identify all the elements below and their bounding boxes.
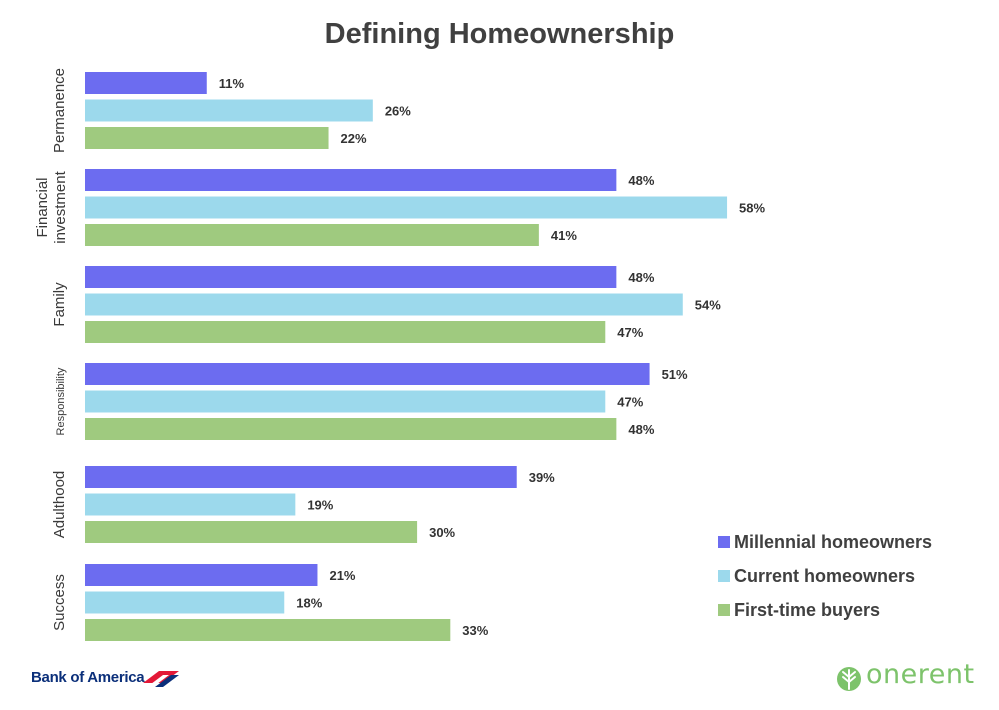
legend: Millennial homeowners Current homeowners F…	[718, 532, 932, 620]
category-label-family: Family	[51, 282, 68, 327]
bar-responsibility-millennial-homeowners	[85, 363, 650, 385]
bar-responsibility-current-homeowners	[85, 390, 606, 413]
legend-label-first-time-buyers: First-time buyers	[734, 600, 880, 620]
onerent-logo-icon	[837, 667, 861, 691]
bar-adulthood-first-time-buyers	[85, 521, 418, 543]
category-label-financial-investment: Financial investment	[34, 170, 69, 243]
category-labels-layer: Permanence Financial investment Family Respo…	[34, 68, 69, 631]
legend-swatch-first-time-buyers	[718, 604, 730, 616]
bar-permanence-first-time-buyers	[85, 127, 329, 149]
bar-family-first-time-buyers	[85, 321, 606, 343]
data-label-permanence-current-homeowners: 26%	[385, 104, 411, 119]
data-label-adulthood-first-time-buyers: 30%	[429, 525, 455, 540]
bank-of-america-logo-icon	[143, 671, 179, 687]
data-label-family-millennial-homeowners: 48%	[628, 270, 654, 285]
category-label-line: Adulthood	[51, 471, 68, 539]
bank-of-america-logo-text: Bank of America	[31, 669, 145, 686]
data-label-responsibility-current-homeowners: 47%	[617, 395, 643, 410]
category-label-line: Responsibility	[55, 367, 67, 435]
legend-label-millennial-homeowners: Millennial homeowners	[734, 532, 932, 552]
legend-swatch-millennial-homeowners	[718, 536, 730, 548]
category-label-adulthood: Adulthood	[51, 471, 68, 539]
category-label-responsibility: Responsibility	[55, 367, 67, 435]
legend-label-current-homeowners: Current homeowners	[734, 566, 915, 586]
bar-adulthood-current-homeowners	[85, 493, 296, 516]
bar-family-current-homeowners	[85, 293, 683, 316]
category-label-line: investment	[52, 170, 69, 243]
category-label-line: Permanence	[51, 68, 68, 153]
bar-financial-investment-first-time-buyers	[85, 224, 539, 246]
data-label-success-millennial-homeowners: 21%	[329, 568, 355, 583]
legend-swatch-current-homeowners	[718, 570, 730, 582]
bar-responsibility-first-time-buyers	[85, 418, 617, 440]
category-label-line: Financial	[34, 177, 51, 237]
data-label-family-current-homeowners: 54%	[695, 298, 721, 313]
data-label-responsibility-first-time-buyers: 48%	[628, 422, 654, 437]
data-label-permanence-first-time-buyers: 22%	[341, 131, 367, 146]
data-label-financial-investment-current-homeowners: 58%	[739, 201, 765, 216]
bar-permanence-millennial-homeowners	[85, 72, 207, 94]
chart-title: Defining Homeownership	[324, 18, 675, 50]
data-label-financial-investment-millennial-homeowners: 48%	[628, 173, 654, 188]
bar-financial-investment-current-homeowners	[85, 196, 728, 219]
bar-financial-investment-millennial-homeowners	[85, 169, 617, 191]
bar-success-current-homeowners	[85, 591, 285, 614]
category-label-permanence: Permanence	[51, 68, 68, 153]
onerent-logo-text: onerent	[866, 659, 975, 690]
category-label-line: Success	[51, 574, 68, 631]
bar-family-millennial-homeowners	[85, 266, 617, 288]
data-label-adulthood-millennial-homeowners: 39%	[529, 470, 555, 485]
data-label-responsibility-millennial-homeowners: 51%	[662, 367, 688, 382]
data-label-permanence-millennial-homeowners: 11%	[219, 76, 245, 91]
data-label-financial-investment-first-time-buyers: 41%	[551, 228, 577, 243]
bar-success-first-time-buyers	[85, 619, 451, 641]
data-label-adulthood-current-homeowners: 19%	[307, 498, 333, 513]
bar-permanence-current-homeowners	[85, 99, 373, 122]
labels-layer: 11% 26% 22% 48% 58% 41% 48% 54% 47% 51% 47% 48% 39% 1…	[219, 76, 766, 638]
data-label-success-first-time-buyers: 33%	[462, 623, 488, 638]
category-label-line: Family	[51, 282, 68, 327]
bar-adulthood-millennial-homeowners	[85, 466, 517, 488]
data-label-success-current-homeowners: 18%	[296, 596, 322, 611]
bars-layer	[85, 72, 728, 641]
data-label-family-first-time-buyers: 47%	[617, 325, 643, 340]
bar-success-millennial-homeowners	[85, 564, 318, 586]
category-label-success: Success	[51, 574, 68, 631]
